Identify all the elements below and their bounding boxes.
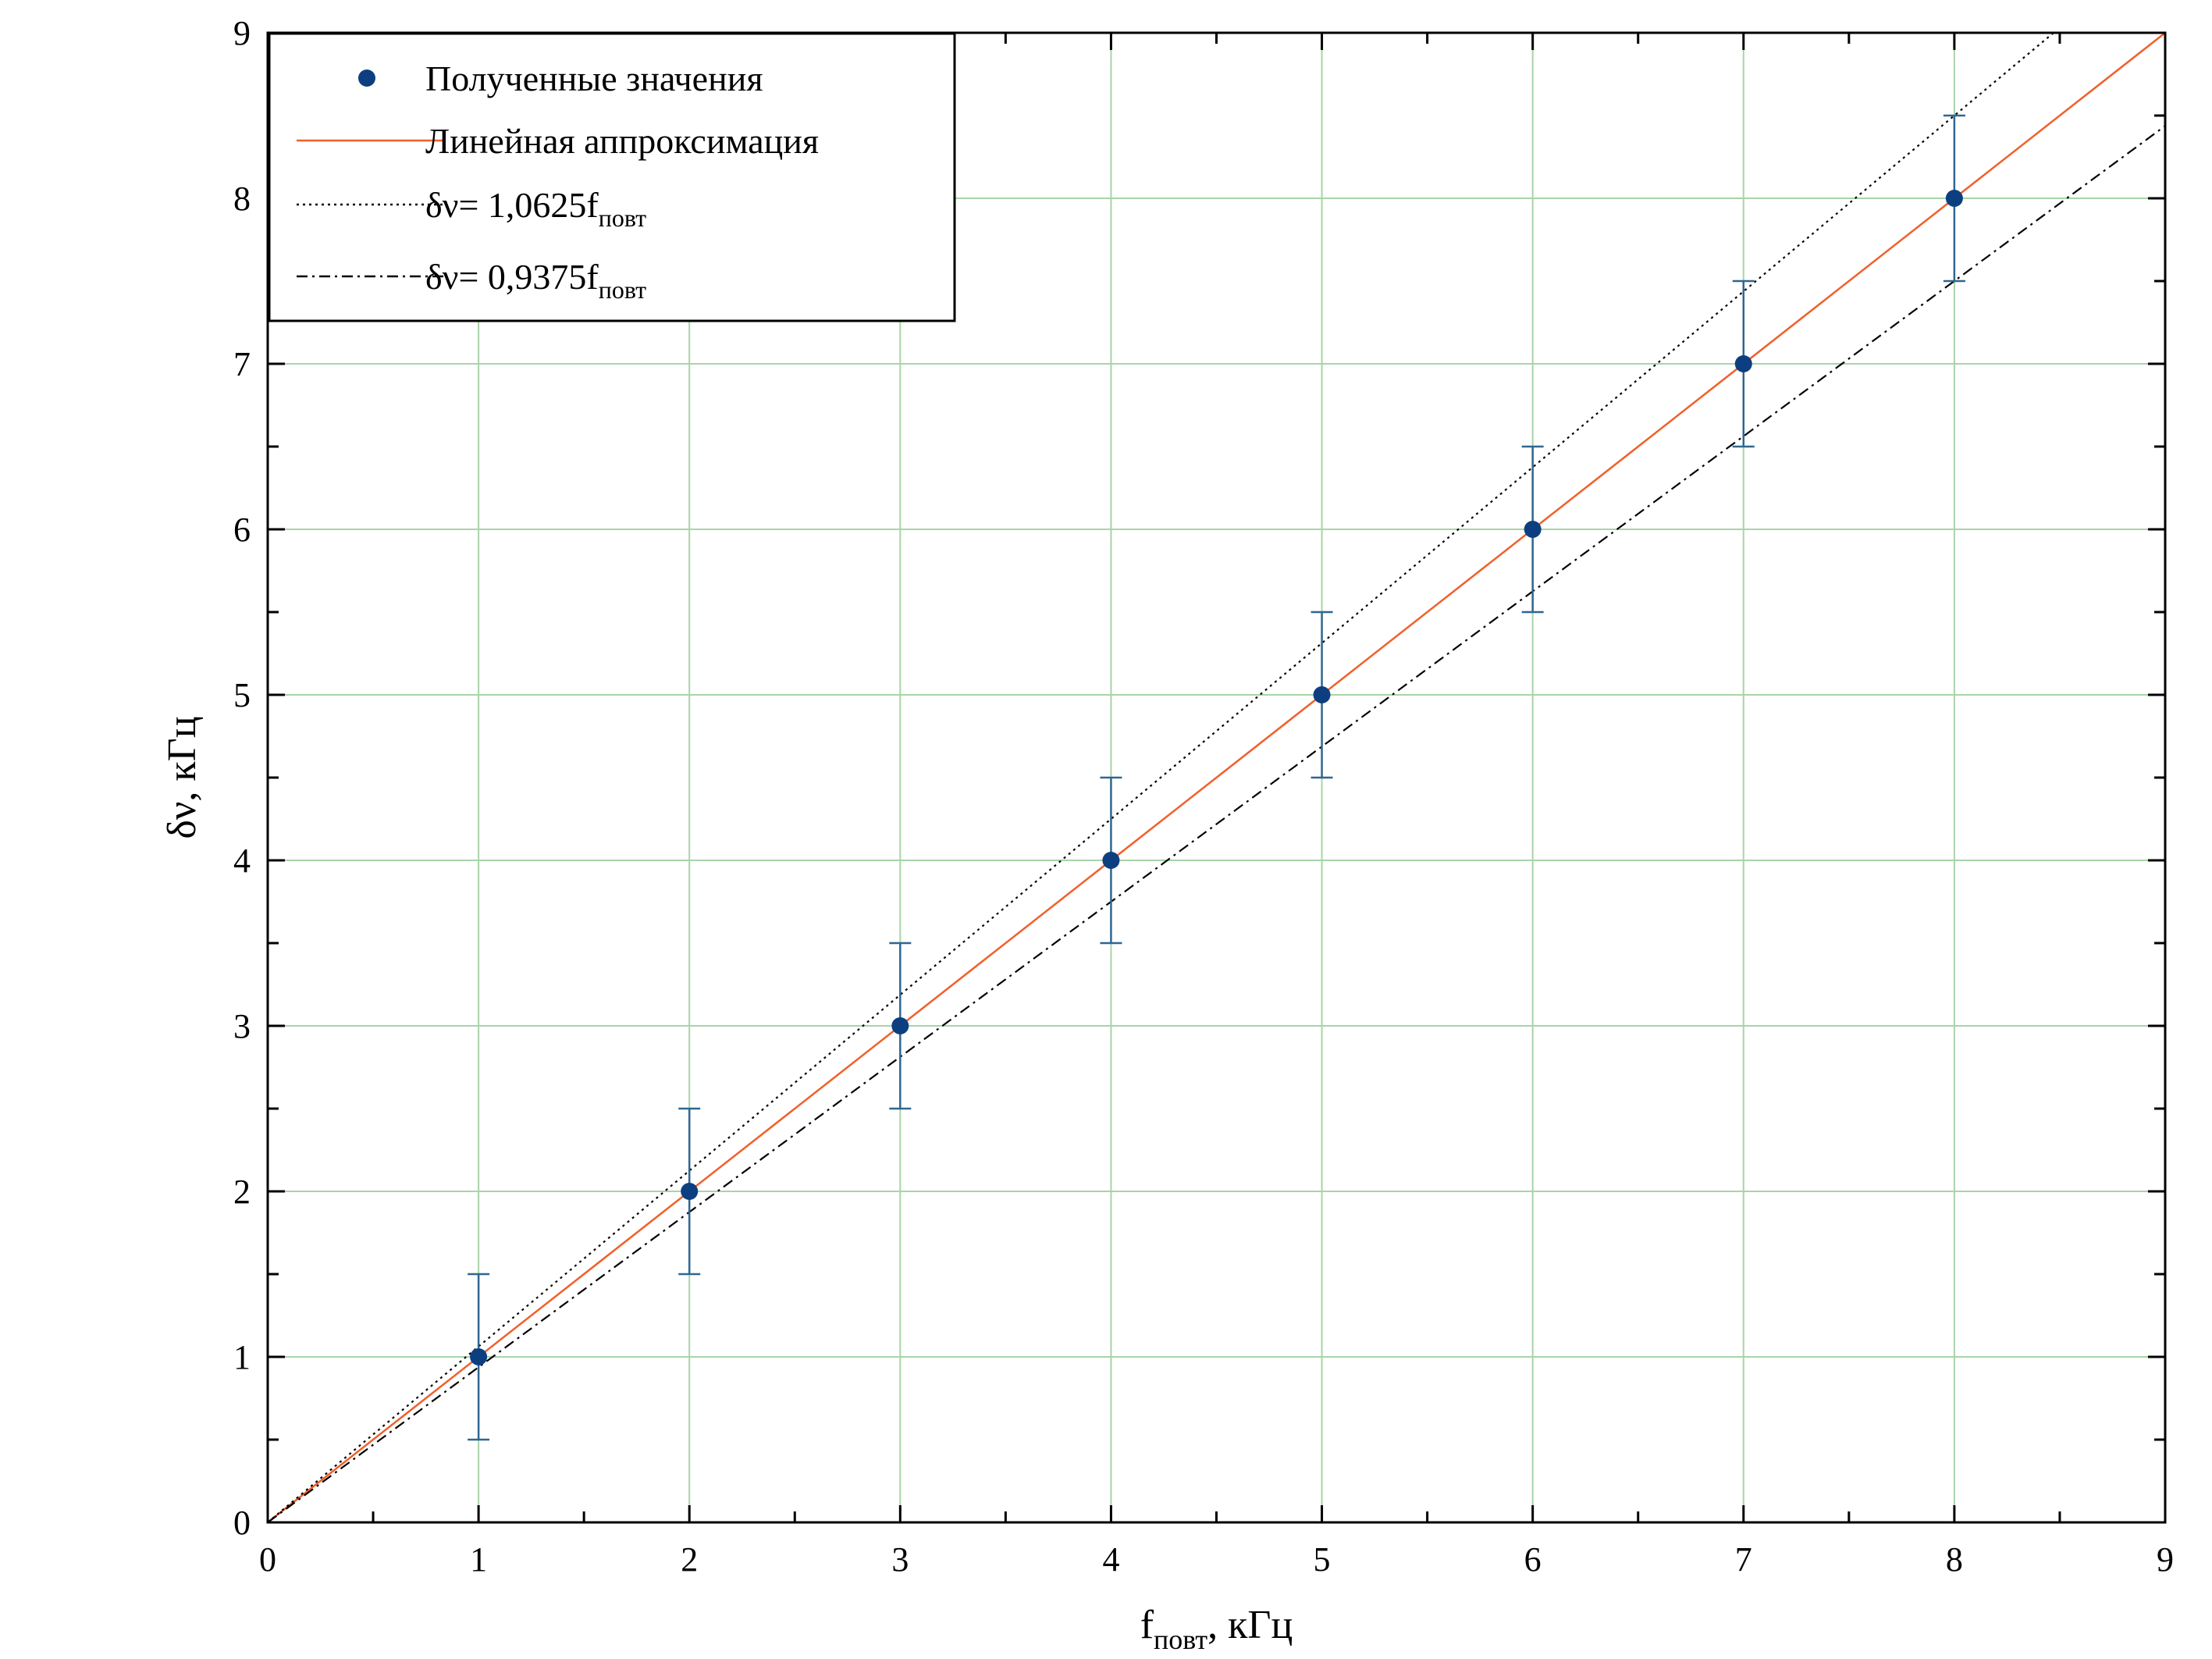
x-axis-label: fповт, кГц [1140,1603,1293,1655]
y-tick-label-2: 2 [233,1173,251,1211]
x-axis-label-main: f [1140,1603,1154,1647]
legend-label-main: δν= 1,0625f [425,185,599,225]
legend-label-points: Полученные значения [425,59,763,98]
minor-ticks [266,31,2167,1524]
series-line-dashdot [268,125,2165,1522]
legend-box [268,32,956,322]
x-tick-label-7: 7 [1735,1540,1752,1579]
y-tick-label-6: 6 [233,511,251,549]
data-point-7 [1734,355,1752,372]
data-point-3 [891,1017,909,1034]
data-point-5 [1313,686,1331,703]
data-point-6 [1524,521,1542,538]
data-points [470,190,1963,1365]
data-point-2 [681,1183,699,1200]
x-tick-label-0: 0 [259,1540,276,1579]
legend-label-dotted: δν= 1,0625fповт [425,185,646,232]
y-tick-label-9: 9 [233,14,251,52]
y-tick-label-1: 1 [233,1338,251,1376]
plot-frame [266,31,2167,1524]
data-point-1 [470,1348,488,1365]
series-lines [268,33,2165,1522]
legend-label-main: Линейная аппроксимация [425,121,819,161]
y-tick-label-7: 7 [233,345,251,383]
y-tick-label-3: 3 [233,1007,251,1045]
tick-labels: 0 1 2 3 4 5 6 7 8 9 0 1 2 3 4 5 6 7 8 9 [233,14,2174,1579]
legend-label-sub: повт [599,276,646,304]
x-tick-label-3: 3 [891,1540,909,1579]
x-axis-label-sub: повт [1154,1624,1207,1655]
y-axis-label: δν, кГц [160,716,204,838]
data-point-4 [1102,852,1120,869]
y-tick-label-5: 5 [233,676,251,714]
x-tick-label-2: 2 [681,1540,698,1579]
legend-label-main: δν= 0,9375f [425,257,599,297]
legend: Полученные значения Линейная аппроксимаци… [268,32,956,322]
legend-label-solid: Линейная аппроксимация [425,121,819,161]
y-tick-label-0: 0 [233,1504,251,1542]
y-tick-label-8: 8 [233,180,251,218]
x-tick-label-6: 6 [1524,1540,1542,1579]
legend-label-sub: повт [599,204,646,232]
x-tick-label-8: 8 [1946,1540,1963,1579]
legend-label-dashdot: δν= 0,9375fповт [425,257,646,304]
y-tick-label-4: 4 [233,842,251,880]
data-point-8 [1945,190,1963,207]
x-axis-label-tail: , кГц [1207,1603,1293,1647]
x-tick-label-9: 9 [2157,1540,2174,1579]
x-tick-label-5: 5 [1314,1540,1331,1579]
x-tick-label-1: 1 [470,1540,487,1579]
x-tick-label-4: 4 [1102,1540,1119,1579]
legend-marker-points [358,69,375,87]
series-line-solid [268,33,2165,1522]
